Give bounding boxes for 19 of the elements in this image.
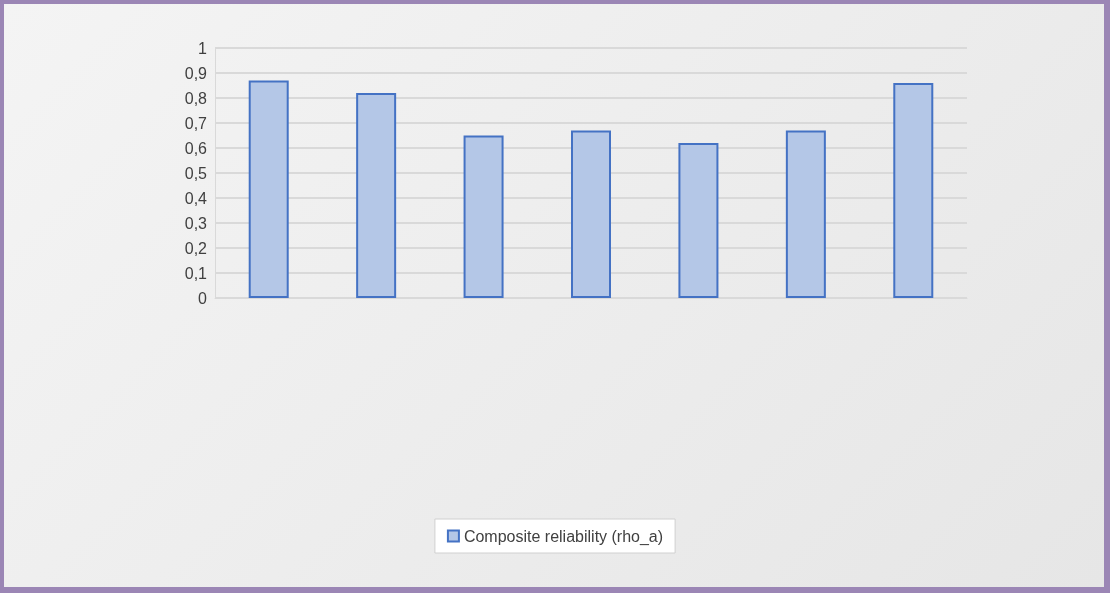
y-tick-label: 0 — [198, 289, 208, 307]
y-tick-label: 0,8 — [184, 89, 208, 107]
y-tick-label: 0,4 — [184, 189, 208, 207]
y-tick-label: 0,7 — [184, 114, 208, 132]
bar — [678, 143, 719, 298]
bar — [463, 135, 504, 298]
bar — [248, 80, 289, 298]
bar — [893, 83, 934, 298]
y-tick-label: 1 — [198, 39, 208, 57]
bar — [356, 93, 397, 298]
y-tick-label: 0,9 — [184, 64, 208, 82]
y-tick-label: 0,1 — [184, 264, 208, 282]
bar — [785, 130, 826, 298]
y-tick-label: 0,3 — [184, 214, 208, 232]
y-tick-label: 0,5 — [184, 164, 208, 182]
legend-label: Composite reliability (rho_a) — [463, 527, 664, 546]
y-tick-label: 0,2 — [184, 239, 208, 257]
bar — [571, 130, 611, 298]
y-tick-label: 0,6 — [184, 139, 208, 157]
